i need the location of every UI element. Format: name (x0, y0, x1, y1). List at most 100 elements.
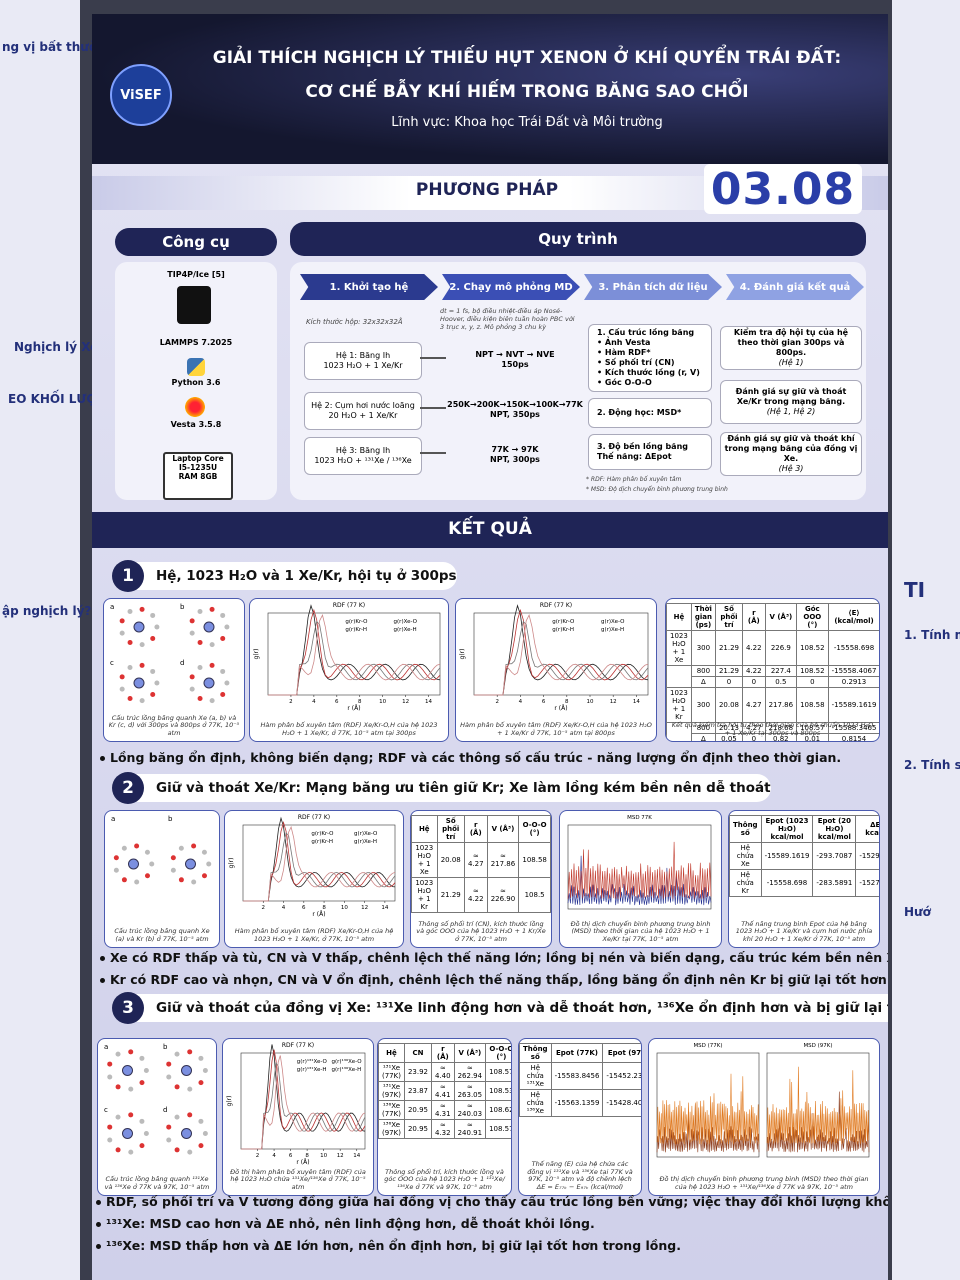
guest-atom (185, 858, 196, 870)
table-cell: 4.27 (742, 687, 766, 723)
rdf-curve (241, 1049, 366, 1150)
atom (187, 1049, 193, 1055)
atom (127, 640, 133, 646)
legend-entry: g(r)Xe-O (394, 619, 418, 625)
tool-label: TIP4P/Ice [5] (167, 270, 225, 279)
rdf-curve (243, 825, 396, 902)
atom (113, 855, 119, 861)
table-cell: 21.29 (436, 877, 465, 913)
x-tick-label: 12 (337, 1153, 344, 1159)
atom (224, 680, 230, 686)
table-row: 800 21.29 4.22 227.4 108.52 -15558.4067 (666, 665, 879, 677)
atom (201, 873, 207, 879)
header: ViSEF GIẢI THÍCH NGHỊCH LÝ THIẾU HỤT XEN… (92, 14, 888, 164)
plot-title: RDF (77 K) (540, 602, 572, 609)
atom (134, 879, 140, 885)
x-tick-label: 6 (289, 1153, 293, 1159)
table-cell: 1023 H₂O + 1 Kr (411, 877, 438, 913)
analysis-box: 2. Động học: MSD* (588, 398, 712, 428)
atom (144, 873, 150, 879)
atom (209, 642, 215, 648)
atom (197, 640, 203, 646)
rdf-curve (241, 1044, 366, 1150)
x-tick-label: 6 (542, 699, 546, 705)
table-cell: 0.05 (714, 733, 744, 741)
x-tick-label: 4 (519, 699, 523, 705)
figure-panel: a b c d Cấu trúc lồng băng quanh Xe (a, b) v… (103, 598, 245, 742)
figure-panel: Hệ Thời gian (ps) Số phối trí r (Å) V (Å³) Gó… (665, 598, 880, 742)
evaluation-ref: (Hệ 3) (778, 464, 804, 473)
atom (189, 618, 195, 624)
tool-icon (183, 396, 207, 418)
note: dt = 1 fs, bộ điều nhiệt-điều áp Nosé-Ho… (440, 307, 575, 331)
step: 1. Khởi tạo hệ (300, 274, 438, 300)
bullet: ¹³⁶Xe: MSD thấp hơn và ΔE lớn hơn, nên ổ… (96, 1238, 681, 1253)
table-cell: 20.13 (714, 722, 744, 734)
atom (139, 1143, 145, 1149)
x-tick-label: 2 (256, 1153, 260, 1159)
arrow (420, 357, 446, 359)
atom (166, 1137, 172, 1143)
bullet-dot (100, 756, 105, 761)
atom (154, 680, 160, 686)
table-cell: -293.7087 (812, 842, 857, 870)
legend-entry: g(r)¹³¹Xe-O (297, 1058, 328, 1065)
table-header: ⟨E⟩ (kcal/mol) (827, 603, 879, 631)
table-cell: 20.95 (403, 1119, 433, 1139)
table-cell: ¹³⁶Xe (77K) (378, 1100, 405, 1120)
bullet-dot (96, 1244, 101, 1249)
rdf-curve (241, 1055, 366, 1150)
plot-frame (656, 1052, 760, 1158)
atom (209, 698, 215, 704)
evaluation-ref: (Hệ 1) (778, 358, 804, 367)
atom (197, 664, 203, 670)
atom (197, 608, 203, 614)
caption: Cấu trúc lồng băng quanh Xe (a, b) và Kr… (108, 713, 240, 738)
molecule-image: a b c d (110, 603, 230, 704)
legend-entry: g(r)Xe-H (354, 839, 377, 845)
legend-entry: g(r)Kr-H (552, 627, 574, 633)
rdf-curve (474, 620, 649, 696)
atom (187, 1112, 193, 1118)
msd-plot: MSD (77K) MSD (97K) (656, 1043, 870, 1158)
atom (139, 606, 145, 612)
atom (174, 1051, 180, 1057)
poster: ViSEF GIẢI THÍCH NGHỊCH LÝ THIẾU HỤT XEN… (92, 14, 888, 1280)
atom (178, 845, 184, 851)
table-cell: 300 (690, 687, 716, 723)
table-row: ¹³¹Xe (77K) 23.92 ≈ 4.40 ≈ 262.94 108.57 (378, 1062, 511, 1082)
process-heading: Quy trình (290, 222, 866, 256)
table-row: Δ 0 0 0.5 0 0.2913 (666, 676, 879, 688)
atom (115, 1147, 121, 1153)
table-row: 1023 H₂O + 1 Xe 20.08 ≈ 4.27 ≈ 217.86 108.58 (411, 842, 551, 878)
atom (119, 618, 125, 624)
atom (128, 1086, 134, 1092)
atom (128, 1149, 134, 1155)
evaluation-ref: (Hệ 1, Hệ 2) (766, 407, 816, 416)
table-cell: 0.2913 (827, 676, 879, 688)
table-cell: ≈ 4.41 (431, 1081, 455, 1101)
tool-icon (187, 358, 205, 376)
atom (220, 668, 226, 674)
section-title: Giữ và thoát Xe/Kr: Mạng băng ưu tiên gi… (122, 774, 771, 802)
caption: Kết quả kiểm tra hội tụ theo thời gian c… (671, 721, 874, 738)
plot-title: RDF (77 K) (298, 814, 330, 821)
table-cell: 21.29 (714, 665, 744, 677)
table-header-row: Hệ Số phối trí r (Å) V (Å³) O-O-O (°) (411, 815, 551, 843)
x-tick-label: 2 (495, 699, 499, 705)
evaluation-text: Kiểm tra độ hội tụ của hệ theo thời gian… (733, 328, 849, 357)
atom (143, 1131, 149, 1136)
subfigure-label: d (163, 1106, 167, 1114)
table-cell: 108.52 (796, 630, 829, 666)
table-cell: 1023 H₂O + 1 Xe (411, 842, 438, 878)
table-cell: 0 (714, 676, 744, 688)
side-text: 2. Tính sáng (904, 758, 960, 772)
table-cell: 21.29 (714, 630, 744, 666)
side-text: TI (904, 578, 926, 602)
caption: Cấu trúc lồng băng quanh ¹³¹Xe và ¹³⁶Xe … (104, 1175, 210, 1192)
atom (127, 608, 133, 614)
table-cell (666, 733, 692, 741)
table-cell: 20.08 (714, 687, 744, 723)
table-cell: 0 (742, 733, 766, 741)
atom (128, 1049, 134, 1055)
